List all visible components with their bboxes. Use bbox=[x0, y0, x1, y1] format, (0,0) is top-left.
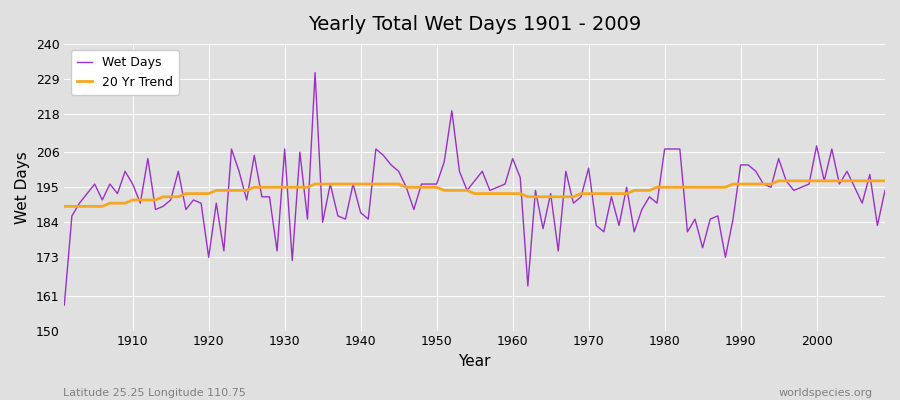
Text: worldspecies.org: worldspecies.org bbox=[778, 388, 873, 398]
20 Yr Trend bbox=[879, 178, 890, 183]
20 Yr Trend bbox=[332, 182, 343, 186]
X-axis label: Year: Year bbox=[458, 354, 491, 369]
Y-axis label: Wet Days: Wet Days bbox=[15, 151, 30, 224]
Wet Days bbox=[340, 217, 351, 222]
Line: 20 Yr Trend: 20 Yr Trend bbox=[64, 181, 885, 206]
Text: Latitude 25.25 Longitude 110.75: Latitude 25.25 Longitude 110.75 bbox=[63, 388, 246, 398]
Wet Days bbox=[310, 70, 320, 75]
20 Yr Trend bbox=[508, 191, 518, 196]
Wet Days bbox=[515, 175, 526, 180]
20 Yr Trend bbox=[58, 204, 69, 209]
Line: Wet Days: Wet Days bbox=[64, 72, 885, 305]
Wet Days bbox=[58, 303, 69, 308]
Wet Days bbox=[508, 156, 518, 161]
Legend: Wet Days, 20 Yr Trend: Wet Days, 20 Yr Trend bbox=[70, 50, 179, 95]
Wet Days bbox=[287, 258, 298, 263]
20 Yr Trend bbox=[287, 185, 298, 190]
Wet Days bbox=[879, 188, 890, 193]
Title: Yearly Total Wet Days 1901 - 2009: Yearly Total Wet Days 1901 - 2009 bbox=[308, 15, 642, 34]
Wet Days bbox=[606, 194, 616, 199]
20 Yr Trend bbox=[500, 191, 510, 196]
Wet Days bbox=[120, 169, 130, 174]
20 Yr Trend bbox=[598, 191, 609, 196]
20 Yr Trend bbox=[773, 178, 784, 183]
20 Yr Trend bbox=[120, 201, 130, 206]
